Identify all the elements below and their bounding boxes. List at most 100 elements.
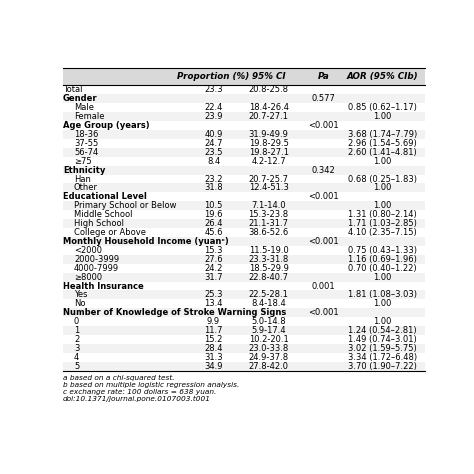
Bar (63, 139, 425, 148)
Text: Number of Knowledge of Stroke Warning Signs: Number of Knowledge of Stroke Warning Si… (63, 308, 286, 317)
Text: ≥8000: ≥8000 (74, 273, 102, 282)
Text: 31.3: 31.3 (204, 353, 223, 362)
Text: 23.9: 23.9 (204, 112, 223, 121)
Bar (63, 326, 425, 335)
Text: 15.2: 15.2 (204, 335, 223, 344)
Text: 3.70 (1.90–7.22): 3.70 (1.90–7.22) (348, 362, 417, 371)
Text: 0.001: 0.001 (312, 282, 336, 291)
Text: 0.75 (0.43–1.33): 0.75 (0.43–1.33) (348, 246, 417, 255)
Text: 20.8-25.8: 20.8-25.8 (249, 85, 289, 94)
Text: 22.4: 22.4 (204, 103, 223, 112)
Bar (63, 174, 425, 183)
Text: 38.6-52.6: 38.6-52.6 (248, 228, 289, 237)
Text: 5: 5 (74, 362, 79, 371)
Text: College or Above: College or Above (74, 228, 146, 237)
Bar (63, 282, 425, 291)
Text: 10.2-20.1: 10.2-20.1 (249, 335, 289, 344)
Text: High School: High School (74, 219, 124, 228)
Text: Male: Male (74, 103, 94, 112)
Text: 22.8-40.7: 22.8-40.7 (249, 273, 289, 282)
Text: Educational Level: Educational Level (63, 192, 147, 201)
Text: <0.001: <0.001 (309, 121, 339, 130)
Bar (63, 165, 425, 174)
Text: 23.3-31.8: 23.3-31.8 (248, 255, 289, 264)
Text: Other: Other (74, 183, 98, 192)
Text: 0: 0 (74, 317, 79, 326)
Bar (63, 201, 425, 210)
Text: 11.7: 11.7 (204, 326, 223, 335)
Text: 1.00: 1.00 (374, 201, 392, 210)
Text: 0.70 (0.40–1.22): 0.70 (0.40–1.22) (348, 264, 417, 273)
Text: Yes: Yes (74, 291, 87, 300)
Bar (63, 103, 425, 112)
Text: Monthly Household Income (yuanᶜ): Monthly Household Income (yuanᶜ) (63, 237, 228, 246)
Bar (63, 362, 425, 371)
Text: 31.9-49.9: 31.9-49.9 (249, 130, 289, 139)
Text: 4.2-12.7: 4.2-12.7 (251, 157, 286, 165)
Text: 21.1-31.7: 21.1-31.7 (249, 219, 289, 228)
Text: 19.8-29.5: 19.8-29.5 (249, 139, 289, 148)
Text: 24.9-37.8: 24.9-37.8 (248, 353, 289, 362)
Text: 1.00: 1.00 (374, 157, 392, 165)
Text: 1.49 (0.74–3.01): 1.49 (0.74–3.01) (348, 335, 417, 344)
Text: No: No (74, 300, 85, 309)
Text: 1.00: 1.00 (374, 317, 392, 326)
Bar (63, 291, 425, 300)
Text: 24.7: 24.7 (204, 139, 223, 148)
Text: 18.5-29.9: 18.5-29.9 (249, 264, 289, 273)
Text: 95% CI: 95% CI (252, 72, 285, 81)
Text: 1.00: 1.00 (374, 300, 392, 309)
Text: 1: 1 (74, 326, 79, 335)
Text: 31.7: 31.7 (204, 273, 223, 282)
Bar (63, 183, 425, 192)
Text: 3: 3 (74, 344, 79, 353)
Text: 11.5-19.0: 11.5-19.0 (249, 246, 289, 255)
Text: a based on a chi-squared test.: a based on a chi-squared test. (63, 375, 174, 381)
Text: 2000-3999: 2000-3999 (74, 255, 119, 264)
Text: 20.7-25.7: 20.7-25.7 (249, 174, 289, 183)
Text: 4.10 (2.35–7.15): 4.10 (2.35–7.15) (348, 228, 417, 237)
Bar (63, 94, 425, 103)
Bar (63, 219, 425, 228)
Text: Middle School: Middle School (74, 210, 132, 219)
Bar (63, 237, 425, 246)
Text: Ethnicity: Ethnicity (63, 165, 105, 174)
Bar (63, 317, 425, 326)
Bar (63, 353, 425, 362)
Text: 4000-7999: 4000-7999 (74, 264, 119, 273)
Bar (63, 344, 425, 353)
Text: <0.001: <0.001 (309, 192, 339, 201)
Text: 23.2: 23.2 (204, 174, 223, 183)
Text: 27.6: 27.6 (204, 255, 223, 264)
Text: ≥75: ≥75 (74, 157, 91, 165)
Text: 18.4-26.4: 18.4-26.4 (249, 103, 289, 112)
Text: 1.16 (0.69–1.96): 1.16 (0.69–1.96) (348, 255, 417, 264)
Text: 40.9: 40.9 (204, 130, 223, 139)
Text: 0.68 (0.25–1.83): 0.68 (0.25–1.83) (348, 174, 417, 183)
Bar (63, 273, 425, 282)
Bar (63, 68, 425, 85)
Text: 56-74: 56-74 (74, 148, 98, 157)
Text: 0.342: 0.342 (312, 165, 336, 174)
Text: 26.4: 26.4 (204, 219, 223, 228)
Bar (63, 228, 425, 237)
Text: 12.4-51.3: 12.4-51.3 (249, 183, 289, 192)
Text: 27.8-42.0: 27.8-42.0 (249, 362, 289, 371)
Text: Female: Female (74, 112, 104, 121)
Text: 15.3-23.8: 15.3-23.8 (248, 210, 289, 219)
Text: 19.8-27.1: 19.8-27.1 (249, 148, 289, 157)
Text: AOR (95% CIb): AOR (95% CIb) (346, 72, 419, 81)
Bar (63, 300, 425, 308)
Text: 19.6: 19.6 (204, 210, 223, 219)
Text: Proportion (%): Proportion (%) (177, 72, 250, 81)
Text: 34.9: 34.9 (204, 362, 223, 371)
Bar (63, 121, 425, 130)
Text: 1.00: 1.00 (374, 183, 392, 192)
Text: 31.8: 31.8 (204, 183, 223, 192)
Text: Pa: Pa (318, 72, 329, 81)
Text: <0.001: <0.001 (309, 308, 339, 317)
Text: 3.34 (1.72–6.48): 3.34 (1.72–6.48) (348, 353, 417, 362)
Bar (63, 255, 425, 264)
Text: Total: Total (63, 85, 82, 94)
Text: Han: Han (74, 174, 91, 183)
